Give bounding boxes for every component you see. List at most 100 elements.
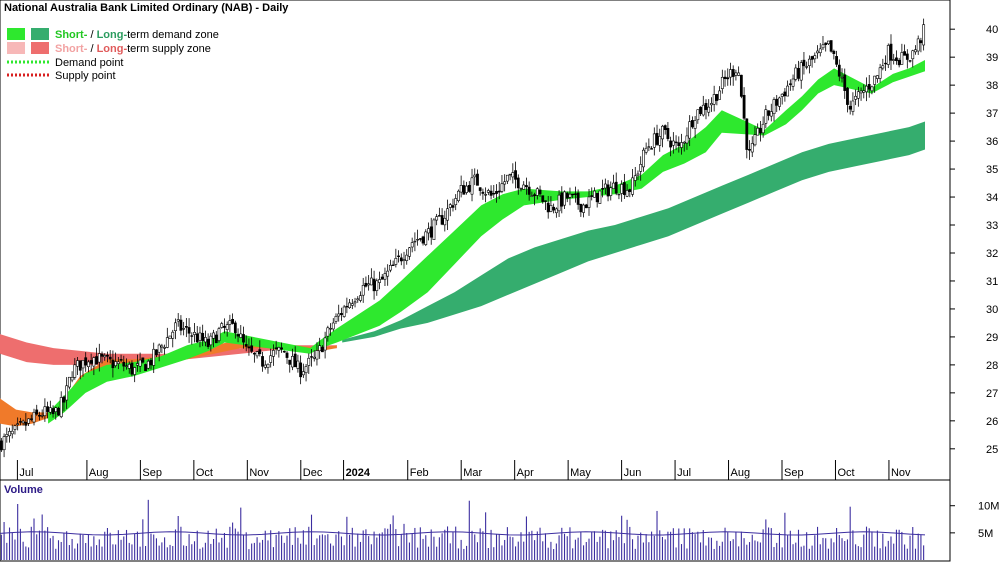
candle-body	[671, 140, 675, 146]
candle-body	[201, 332, 205, 341]
time-tick-label: Sep	[784, 467, 804, 479]
candle-body	[413, 240, 417, 243]
time-tick-label: Jul	[677, 467, 691, 479]
candle-body	[288, 359, 292, 365]
candle-body	[465, 185, 468, 193]
candle-body	[19, 421, 22, 423]
candle-body	[334, 316, 338, 322]
candle-body	[848, 105, 852, 110]
price-tick-label: 30	[986, 304, 998, 316]
candle-body	[514, 170, 517, 180]
candle-body	[348, 302, 351, 308]
candle-body	[476, 173, 479, 186]
legend-item-supply-zone: Short- / Long-term supply zone	[55, 43, 211, 55]
price-tick-label: 25	[986, 444, 998, 456]
candle-body	[500, 183, 504, 192]
candle-body	[704, 103, 708, 110]
candle-body	[609, 187, 613, 196]
candle-body	[448, 204, 452, 208]
candle-body	[835, 56, 838, 65]
candle-body	[568, 193, 572, 198]
candle-body	[416, 238, 420, 241]
chart-title: National Australia Bank Limited Ordinary…	[4, 2, 289, 14]
candle-body	[916, 38, 920, 52]
candle-body	[138, 359, 142, 367]
candle-body	[652, 133, 656, 148]
candle-body	[707, 106, 711, 113]
candle-body	[233, 322, 237, 334]
candle-body	[786, 85, 790, 97]
candle-body	[780, 93, 784, 97]
candle-body	[386, 270, 390, 277]
candle-body	[527, 186, 531, 195]
price-tick-label: 27	[986, 388, 998, 400]
candle-body	[367, 283, 371, 286]
candle-body	[867, 84, 871, 90]
candle-body	[522, 184, 526, 190]
candle-body	[598, 190, 602, 204]
candle-body	[435, 216, 439, 221]
volume-axis: 10M 5M	[950, 501, 999, 540]
candle-body	[285, 352, 289, 358]
candle-body	[135, 363, 139, 366]
candle-body	[46, 406, 50, 412]
candle-body	[541, 195, 545, 202]
price-tick-label: 39	[986, 52, 998, 64]
candle-body	[418, 238, 422, 240]
candle-body	[911, 50, 915, 60]
candle-body	[897, 59, 901, 66]
candle-body	[182, 328, 186, 330]
candle-body	[639, 164, 643, 172]
candle-body	[584, 204, 588, 209]
candle-body	[410, 242, 414, 248]
candle-body	[622, 182, 626, 195]
price-tick-label: 31	[986, 276, 998, 288]
candle-body	[503, 181, 507, 185]
candle-body	[179, 319, 183, 331]
candle-body	[144, 364, 147, 372]
candle-body	[27, 418, 30, 424]
candle-body	[280, 347, 283, 350]
candle-body	[32, 411, 36, 423]
candle-body	[699, 106, 702, 115]
candle-body	[87, 361, 90, 368]
candle-body	[497, 190, 501, 193]
candle-body	[467, 185, 471, 192]
candle-body	[282, 350, 286, 353]
candle-body	[593, 190, 596, 198]
candle-body	[810, 56, 814, 60]
candle-body	[323, 337, 327, 351]
candle-body	[375, 280, 379, 291]
candle-body	[397, 255, 400, 257]
candle-body	[775, 98, 779, 106]
time-tick-label: Aug	[89, 467, 109, 479]
candle-body	[231, 318, 235, 324]
candle-body	[661, 125, 664, 140]
candle-body	[320, 346, 324, 353]
candle-body	[617, 193, 621, 196]
candle-body	[690, 120, 694, 128]
candle-body	[163, 347, 166, 349]
candle-body	[168, 335, 172, 339]
candle-body	[59, 397, 63, 418]
candle-body	[125, 365, 128, 367]
candle-body	[606, 184, 610, 197]
candle-body	[100, 353, 104, 357]
candle-body	[369, 277, 373, 286]
price-tick-label: 33	[986, 220, 998, 232]
candle-body	[269, 355, 273, 363]
candle-body	[220, 323, 224, 328]
candle-body	[895, 57, 898, 62]
candle-body	[791, 78, 795, 87]
candle-body	[89, 360, 93, 364]
candle-body	[799, 62, 803, 81]
candle-body	[78, 360, 82, 371]
time-tick-label: Oct	[837, 467, 854, 479]
candle-body	[152, 348, 156, 366]
candle-body	[505, 174, 509, 182]
candle-body	[601, 188, 605, 190]
candle-body	[446, 208, 449, 221]
candle-body	[111, 359, 115, 369]
time-tick-label: Dec	[303, 467, 323, 479]
